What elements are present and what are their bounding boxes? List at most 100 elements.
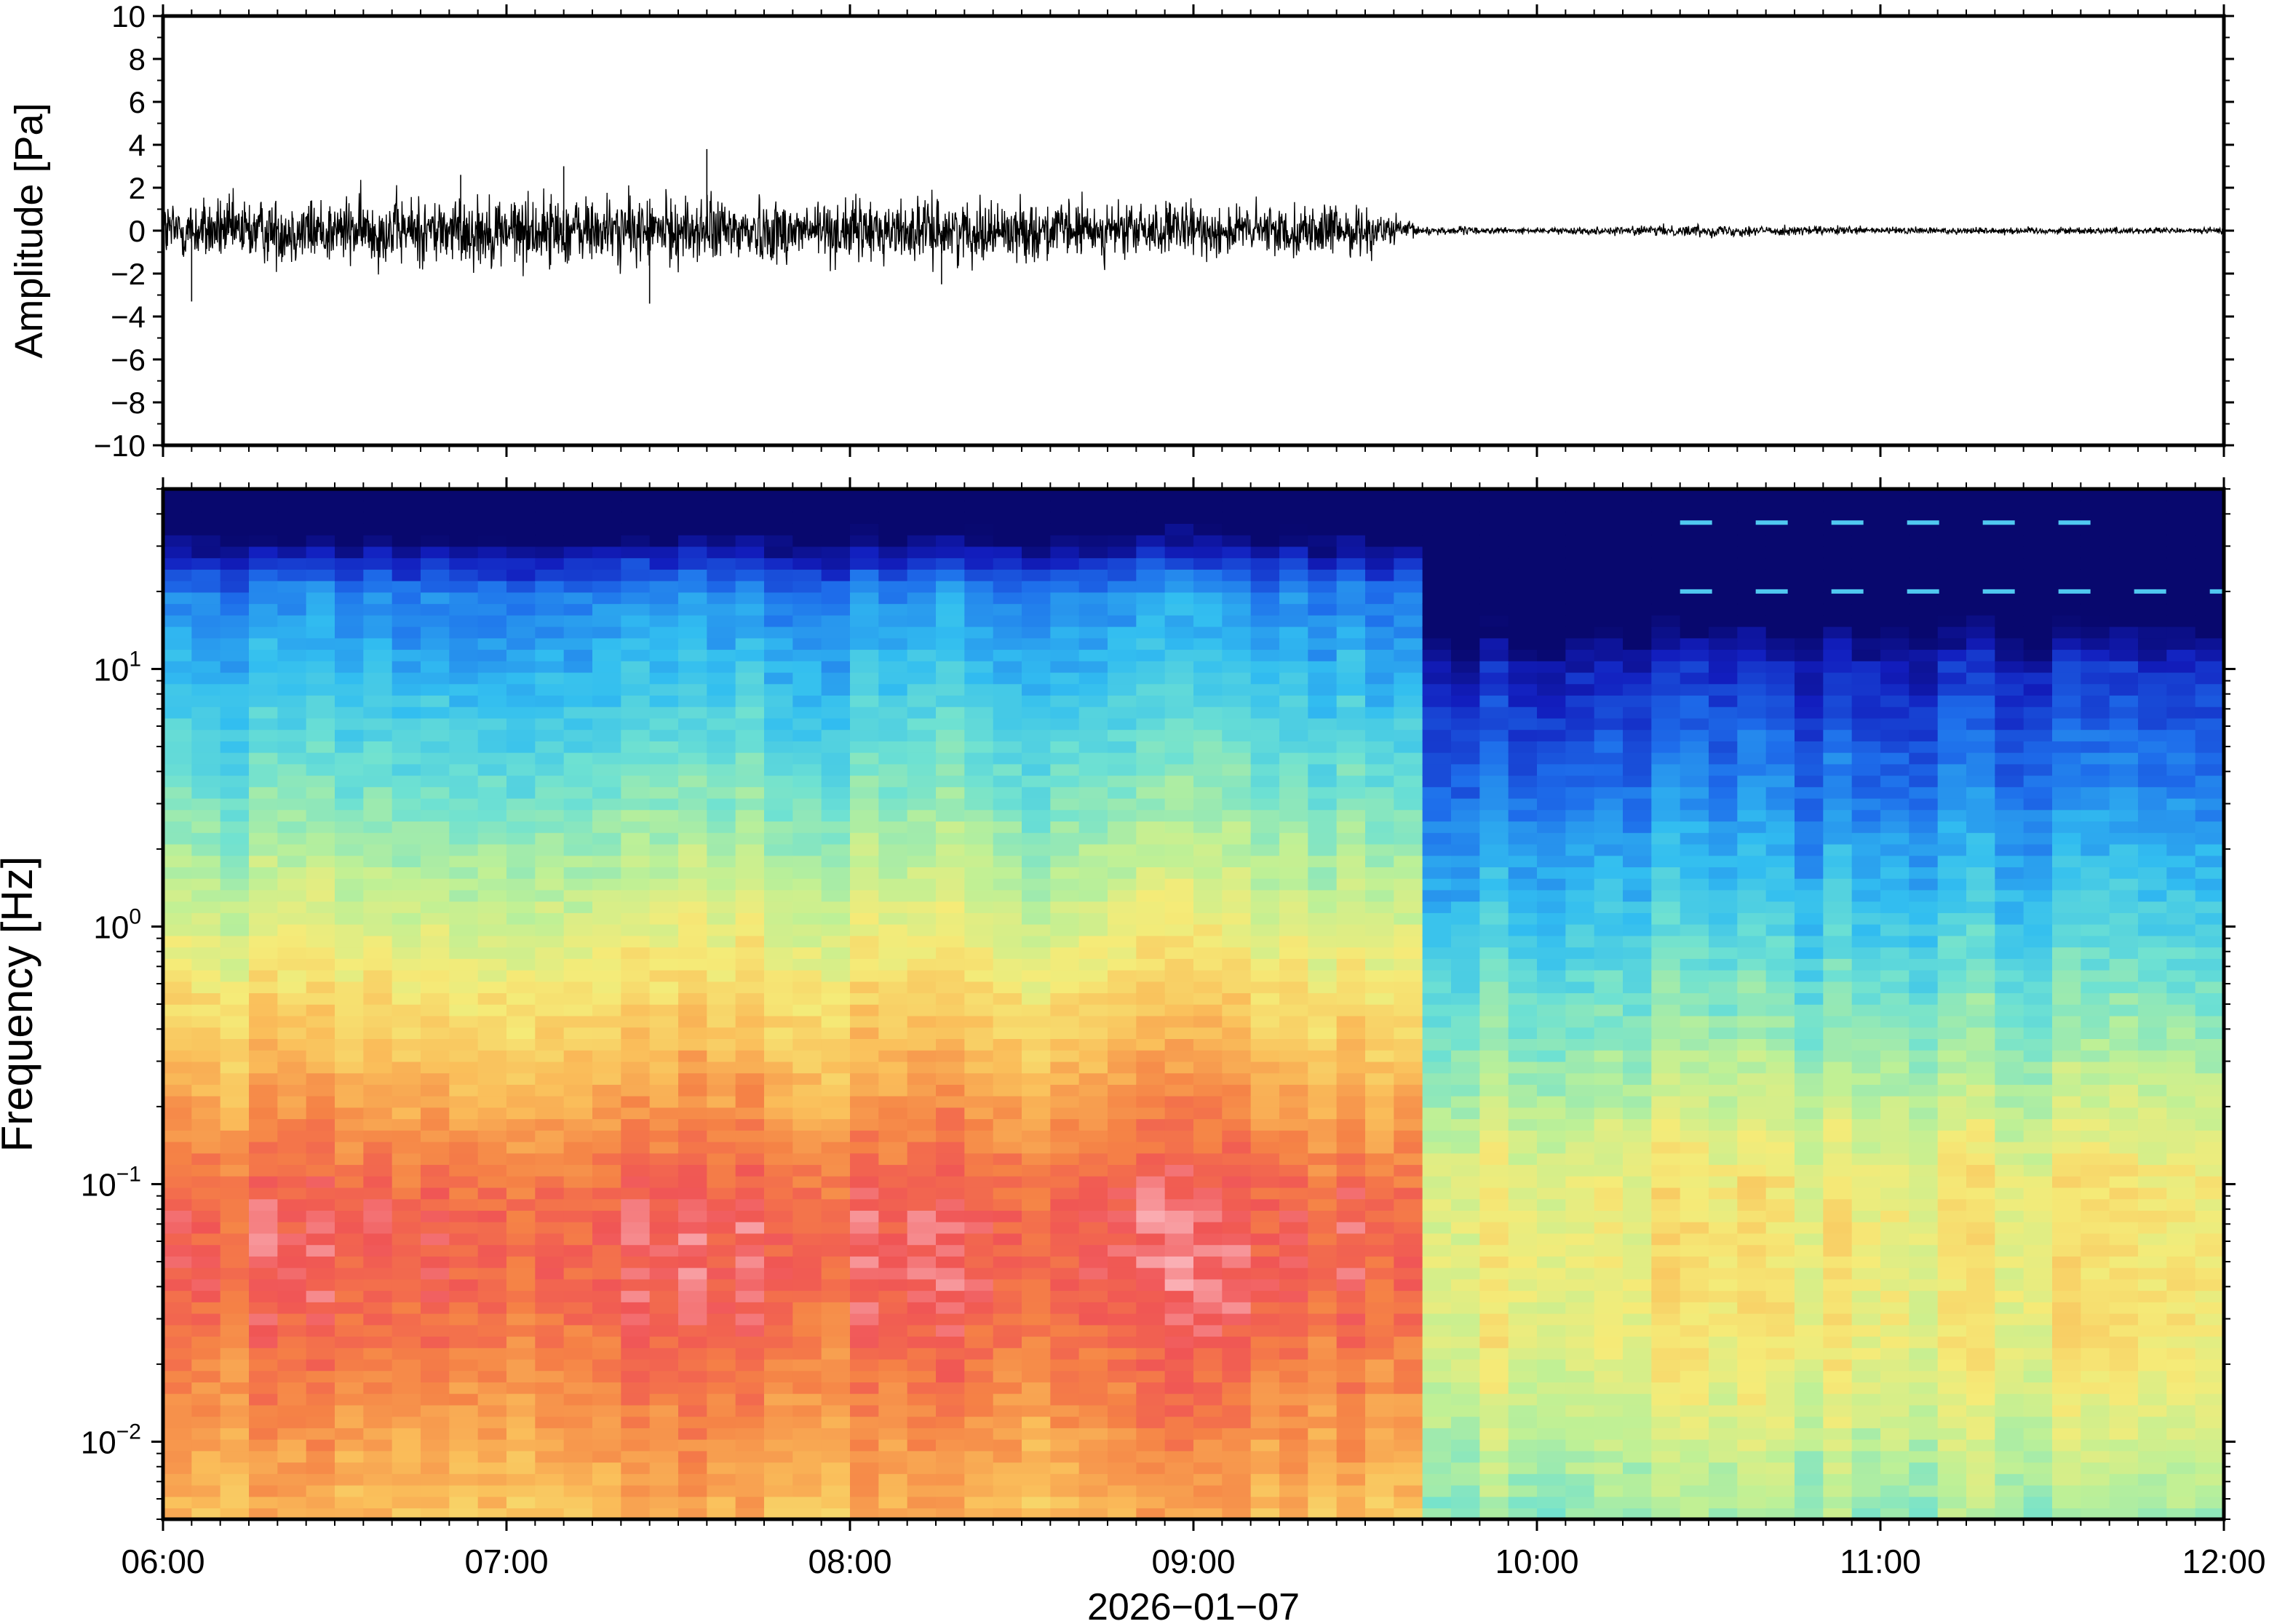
spectrogram-cell — [1136, 1324, 1166, 1337]
spectrogram-cell — [1422, 775, 1452, 787]
spectrogram-cell — [1537, 557, 1567, 570]
spectrogram-cell — [1365, 1061, 1395, 1074]
spectrogram-cell — [1422, 1496, 1452, 1509]
spectrogram-cell — [1108, 958, 1137, 971]
spectrogram-cell — [1193, 787, 1223, 799]
spectrogram-cell — [335, 557, 365, 570]
spectrogram-cell — [1365, 1370, 1395, 1382]
spectrogram-cell — [191, 626, 221, 639]
spectrogram-cell — [792, 534, 822, 547]
spectrogram-cell — [1537, 1313, 1567, 1326]
spectrogram-cell — [1250, 1484, 1280, 1497]
spectrogram-cell — [1279, 741, 1309, 753]
spectrogram-cell — [277, 1358, 307, 1372]
spectrogram-cell — [1623, 741, 1653, 753]
spectrogram-cell — [1078, 1153, 1108, 1166]
spectrogram-cell — [449, 775, 479, 787]
spectrogram-cell — [735, 1187, 765, 1200]
spectrogram-cell — [535, 1336, 565, 1348]
spectrogram-cell — [1537, 1393, 1567, 1406]
spectrogram-cell — [449, 1496, 479, 1509]
spectrogram-cell — [764, 1095, 794, 1108]
spectrogram-cell — [363, 729, 393, 741]
spectrogram-cell — [621, 1290, 651, 1302]
spectrogram-cell — [563, 615, 593, 627]
spectrogram-cell — [220, 981, 250, 994]
spectrogram-cell — [1222, 1176, 1252, 1188]
spectrogram-cell — [277, 1015, 307, 1028]
spectrogram-cell — [1479, 821, 1509, 833]
spectrogram-cell — [449, 626, 479, 639]
spectrogram-cell — [1108, 935, 1137, 948]
spectrogram-cell — [220, 672, 250, 685]
spectrogram-cell — [1108, 1233, 1137, 1246]
spectrogram-cell — [1623, 1233, 1653, 1246]
spectrogram-cell — [506, 935, 536, 948]
spectrogram-cell — [392, 1484, 421, 1497]
spectrogram-cell — [878, 1313, 908, 1326]
spectrogram-cell — [1193, 500, 1223, 513]
spectrogram-cell — [1365, 763, 1395, 776]
spectrogram-cell — [1336, 867, 1366, 879]
spectrogram-cell — [964, 557, 994, 570]
spectrogram-cell — [936, 1015, 966, 1028]
spectrogram-cell — [421, 797, 450, 811]
spectrogram-cell — [306, 717, 335, 731]
spectrogram-cell — [449, 695, 479, 707]
spectrogram-cell — [1537, 1084, 1567, 1096]
spectrogram-cell — [421, 843, 450, 856]
spectrogram-cell — [1623, 615, 1653, 627]
spectrogram-cell — [964, 603, 994, 616]
spectrogram-cell — [506, 1450, 536, 1463]
spectrogram-cell — [993, 546, 1022, 559]
spectrogram-cell — [1651, 935, 1681, 948]
spectrogram-cell — [878, 763, 908, 776]
spectrogram-cell — [621, 775, 651, 787]
spectrogram-cell — [163, 855, 193, 867]
spectrogram-cell — [306, 867, 335, 879]
spectrogram-cell — [1451, 1313, 1481, 1326]
spectrogram-cell — [649, 1038, 679, 1051]
spectrogram-cell — [220, 867, 250, 879]
spectrogram-cell — [1022, 717, 1052, 731]
spectrogram-cell — [449, 1107, 479, 1120]
spectrogram-cell — [220, 1450, 250, 1463]
spectrogram-cell — [449, 1130, 479, 1142]
spectrogram-cell — [707, 1164, 736, 1177]
spectrogram-cell — [764, 546, 794, 559]
spectrogram-cell — [1565, 763, 1595, 776]
spectrogram-cell — [220, 649, 250, 661]
spectrogram-cell — [678, 1290, 708, 1302]
spectrogram-cell — [907, 787, 937, 799]
spectrogram-cell — [363, 592, 393, 605]
spectrogram-cell — [1394, 947, 1423, 959]
spectrogram-cell — [1279, 1038, 1309, 1051]
spectrogram-cell — [735, 592, 765, 605]
spectrogram-cell — [1222, 1416, 1252, 1428]
waveform-y-tick-label: −6 — [111, 343, 146, 377]
spectrogram-cell — [1164, 1049, 1194, 1062]
spectrogram-cell — [1164, 717, 1194, 731]
spectrogram-cell — [1422, 1072, 1452, 1085]
spectrogram-cell — [792, 923, 822, 936]
spectrogram-cell — [907, 741, 937, 753]
spectrogram-cell — [1365, 1038, 1395, 1051]
spectrogram-cell — [277, 1072, 307, 1085]
spectrogram-cell — [306, 683, 335, 696]
spectrogram-cell — [506, 523, 536, 536]
spectrogram-cell — [1022, 683, 1052, 696]
spectrogram-cell — [1623, 877, 1653, 891]
spectrogram-cell — [1308, 729, 1338, 741]
spectrogram-cell — [1537, 947, 1567, 959]
spectrogram-cell — [649, 615, 679, 627]
spectrogram-cell — [993, 534, 1022, 547]
spectrogram-cell — [1394, 1210, 1423, 1222]
spectrogram-cell — [1279, 1221, 1309, 1234]
spectrogram-cell — [821, 1084, 851, 1096]
spectrogram-cell — [1078, 787, 1108, 799]
spectrogram-cell — [535, 1164, 565, 1177]
spectrogram-cell — [477, 752, 507, 765]
spectrogram-cell — [392, 706, 421, 719]
spectrogram-cell — [1108, 1302, 1137, 1314]
spectrogram-cell — [907, 1382, 937, 1394]
